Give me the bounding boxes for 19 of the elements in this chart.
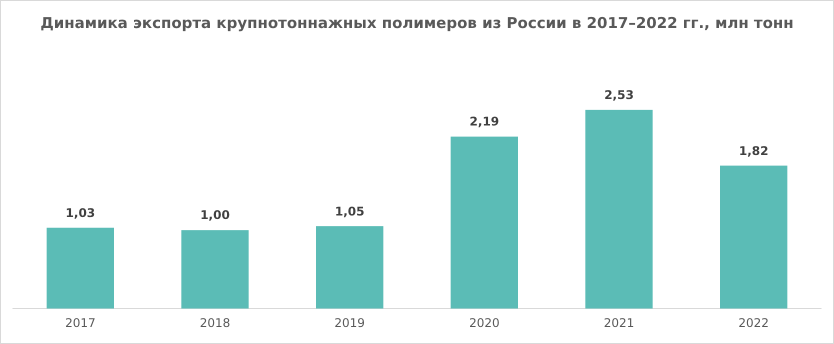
chart-title: Динамика экспорта крупнотоннажных полимеров из России в 2017–2022 гг., млн тонн	[40, 14, 794, 32]
bar	[46, 228, 114, 309]
data-label: 2,53	[604, 88, 634, 102]
bar	[585, 110, 653, 309]
x-tick-label: 2017	[65, 316, 96, 330]
data-label: 1,03	[66, 206, 96, 220]
x-tick-label: 2021	[604, 316, 634, 330]
bar	[450, 136, 518, 309]
data-label: 1,00	[200, 208, 230, 222]
bar	[316, 226, 384, 309]
x-tick-label: 2020	[469, 316, 500, 330]
data-label: 2,19	[470, 114, 500, 129]
x-tick-label: 2022	[738, 316, 769, 330]
bar	[181, 230, 249, 309]
bar	[720, 166, 788, 309]
x-tick-label: 2019	[334, 316, 365, 330]
data-label: 1,05	[334, 204, 364, 218]
data-label: 1,82	[738, 144, 768, 158]
x-tick-label: 2018	[200, 316, 230, 330]
